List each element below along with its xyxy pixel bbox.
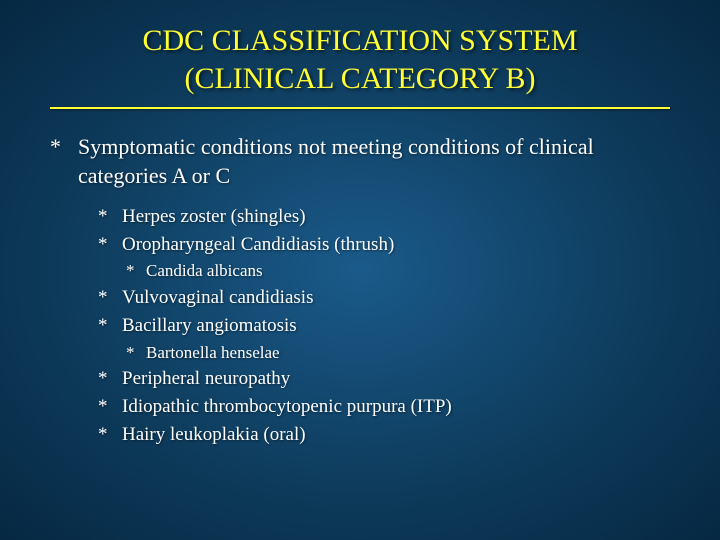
content: * Symptomatic conditions not meeting con… bbox=[50, 133, 670, 447]
list-item: * Peripheral neuropathy bbox=[98, 366, 670, 392]
main-bullet: * Symptomatic conditions not meeting con… bbox=[50, 133, 670, 190]
list-item-text: Hairy leukoplakia (oral) bbox=[122, 422, 670, 448]
sub-list-item: * Bartonella henselae bbox=[126, 341, 670, 365]
list-item-text: Idiopathic thrombocytopenic purpura (ITP… bbox=[122, 394, 670, 420]
list-item-text: Bacillary angiomatosis bbox=[122, 313, 670, 339]
bullet-mark: * bbox=[126, 341, 146, 365]
list-item: * Bacillary angiomatosis bbox=[98, 313, 670, 339]
bullet-mark: * bbox=[98, 313, 122, 339]
title-line-2: (CLINICAL CATEGORY B) bbox=[50, 60, 670, 98]
list-item-text: Peripheral neuropathy bbox=[122, 366, 670, 392]
bullet-mark: * bbox=[98, 285, 122, 311]
sub-list-item: * Candida albicans bbox=[126, 259, 670, 283]
bullet-mark: * bbox=[126, 259, 146, 283]
sub-list: * Herpes zoster (shingles) * Oropharynge… bbox=[98, 204, 670, 447]
sub-list-item-text: Candida albicans bbox=[146, 259, 670, 283]
bullet-mark: * bbox=[98, 232, 122, 258]
bullet-mark: * bbox=[50, 133, 78, 190]
list-item: * Hairy leukoplakia (oral) bbox=[98, 422, 670, 448]
sub-list-item-text: Bartonella henselae bbox=[146, 341, 670, 365]
bullet-mark: * bbox=[98, 366, 122, 392]
list-item-text: Herpes zoster (shingles) bbox=[122, 204, 670, 230]
bullet-mark: * bbox=[98, 394, 122, 420]
list-item: * Vulvovaginal candidiasis bbox=[98, 285, 670, 311]
main-bullet-text: Symptomatic conditions not meeting condi… bbox=[78, 133, 670, 190]
title-block: CDC CLASSIFICATION SYSTEM (CLINICAL CATE… bbox=[50, 22, 670, 97]
bullet-mark: * bbox=[98, 204, 122, 230]
list-item-text: Oropharyngeal Candidiasis (thrush) bbox=[122, 232, 670, 258]
list-item-text: Vulvovaginal candidiasis bbox=[122, 285, 670, 311]
title-line-1: CDC CLASSIFICATION SYSTEM bbox=[50, 22, 670, 60]
list-item: * Herpes zoster (shingles) bbox=[98, 204, 670, 230]
list-item: * Oropharyngeal Candidiasis (thrush) bbox=[98, 232, 670, 258]
list-item: * Idiopathic thrombocytopenic purpura (I… bbox=[98, 394, 670, 420]
title-divider bbox=[50, 107, 670, 109]
bullet-mark: * bbox=[98, 422, 122, 448]
slide: CDC CLASSIFICATION SYSTEM (CLINICAL CATE… bbox=[0, 0, 720, 540]
